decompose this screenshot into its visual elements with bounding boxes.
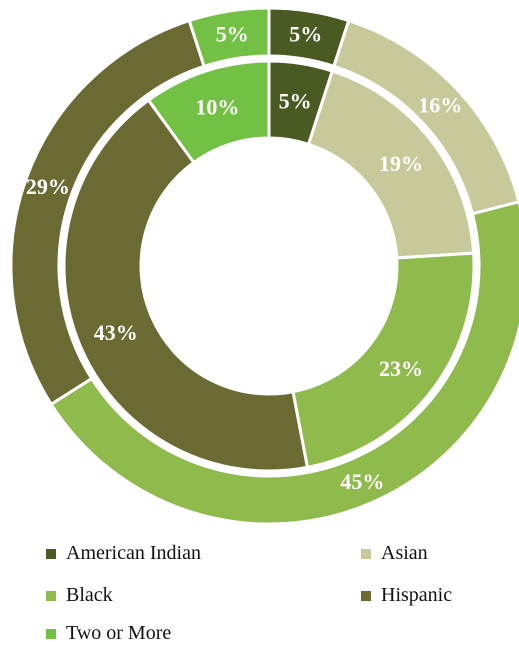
outer-slice-two-or-more bbox=[187, 6, 271, 69]
outer-data-label-american-indian: 5% bbox=[289, 21, 322, 46]
inner-slice-hispanic bbox=[62, 98, 310, 473]
legend-item-hispanic: Hispanic bbox=[361, 584, 452, 607]
inner-data-label-black: 23% bbox=[379, 356, 423, 381]
inner-slice-black bbox=[291, 251, 476, 470]
legend-item-american-indian: American Indian bbox=[46, 542, 201, 565]
legend-label: Asian bbox=[381, 542, 428, 564]
outer-slice-black bbox=[49, 200, 519, 526]
legend-swatch bbox=[361, 548, 371, 559]
inner-data-label-hispanic: 43% bbox=[94, 320, 138, 345]
inner-data-label-two-or-more: 10% bbox=[195, 95, 239, 120]
legend-swatch bbox=[46, 590, 56, 601]
legend-item-two-or-more: Two or More bbox=[46, 622, 171, 645]
inner-data-label-asian: 19% bbox=[379, 151, 423, 176]
legend-label: Black bbox=[66, 584, 113, 606]
legend-label: Hispanic bbox=[381, 584, 453, 606]
legend-label: Two or More bbox=[66, 622, 172, 644]
legend-swatch bbox=[46, 548, 56, 559]
outer-data-label-black: 45% bbox=[340, 469, 384, 494]
outer-data-label-two-or-more: 5% bbox=[216, 21, 249, 46]
inner-ring bbox=[62, 59, 476, 473]
outer-data-label-hispanic: 29% bbox=[26, 174, 70, 199]
inner-slice-two-or-more bbox=[146, 59, 271, 165]
outer-ring bbox=[9, 6, 519, 526]
legend-swatch bbox=[46, 628, 56, 639]
legend-swatch bbox=[361, 590, 371, 601]
inner-data-label-american-indian: 5% bbox=[279, 89, 312, 114]
legend-label: American Indian bbox=[66, 542, 201, 564]
data-labels: 5% 16% 45% 29% 5% 5% 19% 23% 43% 10% bbox=[26, 21, 462, 494]
legend-item-asian: Asian bbox=[361, 542, 428, 565]
legend-item-black: Black bbox=[46, 584, 113, 607]
outer-data-label-asian: 16% bbox=[418, 93, 462, 118]
